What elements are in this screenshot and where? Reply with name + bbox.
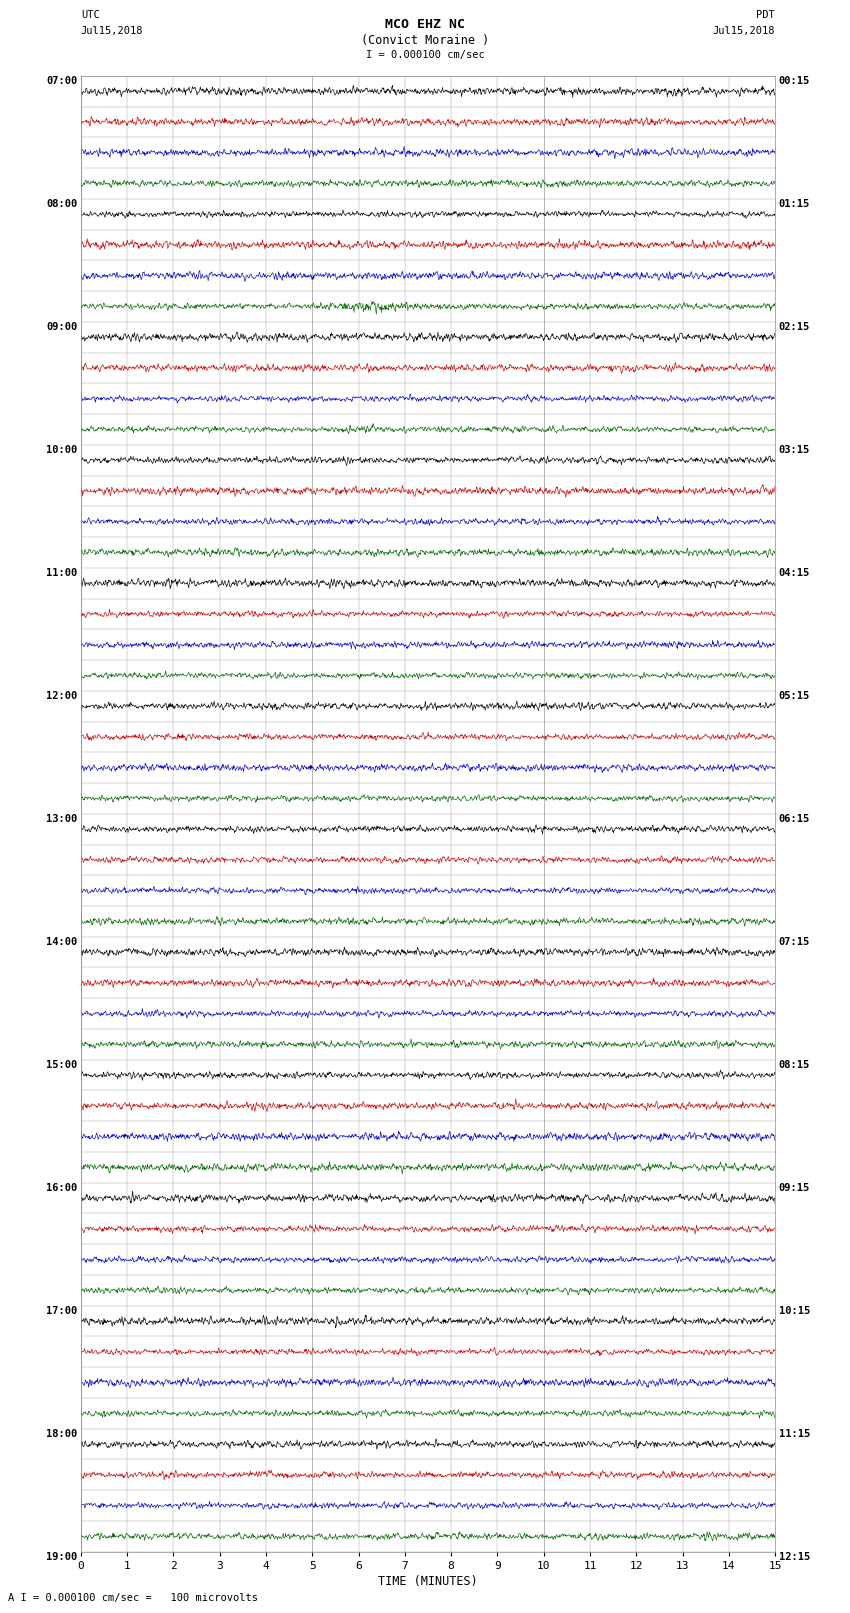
Text: 18:00: 18:00 — [46, 1429, 77, 1439]
Text: 09:00: 09:00 — [46, 323, 77, 332]
Text: UTC: UTC — [81, 10, 99, 19]
Text: 08:15: 08:15 — [779, 1060, 810, 1069]
Text: 10:00: 10:00 — [46, 445, 77, 455]
Text: 15:00: 15:00 — [46, 1060, 77, 1069]
Text: 00:15: 00:15 — [779, 76, 810, 85]
Text: Jul15,2018: Jul15,2018 — [81, 26, 144, 35]
Text: MCO EHZ NC: MCO EHZ NC — [385, 18, 465, 31]
Text: 12:15: 12:15 — [779, 1552, 810, 1561]
Text: 06:15: 06:15 — [779, 815, 810, 824]
Text: 16:00: 16:00 — [46, 1182, 77, 1192]
Text: 07:00: 07:00 — [46, 76, 77, 85]
Text: 05:15: 05:15 — [779, 690, 810, 700]
Text: 04:15: 04:15 — [779, 568, 810, 577]
Text: Jul15,2018: Jul15,2018 — [712, 26, 775, 35]
Text: 17:00: 17:00 — [46, 1307, 77, 1316]
Text: 10:15: 10:15 — [779, 1307, 810, 1316]
Text: 14:00: 14:00 — [46, 937, 77, 947]
Text: 12:00: 12:00 — [46, 690, 77, 700]
Text: 07:15: 07:15 — [779, 937, 810, 947]
Text: 13:00: 13:00 — [46, 815, 77, 824]
Text: (Convict Moraine ): (Convict Moraine ) — [361, 34, 489, 47]
Text: PDT: PDT — [756, 10, 775, 19]
X-axis label: TIME (MINUTES): TIME (MINUTES) — [378, 1574, 478, 1587]
Text: 02:15: 02:15 — [779, 323, 810, 332]
Text: 01:15: 01:15 — [779, 198, 810, 208]
Text: A I = 0.000100 cm/sec =   100 microvolts: A I = 0.000100 cm/sec = 100 microvolts — [8, 1594, 258, 1603]
Text: 19:00: 19:00 — [46, 1552, 77, 1561]
Text: I = 0.000100 cm/sec: I = 0.000100 cm/sec — [366, 50, 484, 60]
Text: 03:15: 03:15 — [779, 445, 810, 455]
Text: 08:00: 08:00 — [46, 198, 77, 208]
Text: 09:15: 09:15 — [779, 1182, 810, 1192]
Text: 11:00: 11:00 — [46, 568, 77, 577]
Text: 11:15: 11:15 — [779, 1429, 810, 1439]
